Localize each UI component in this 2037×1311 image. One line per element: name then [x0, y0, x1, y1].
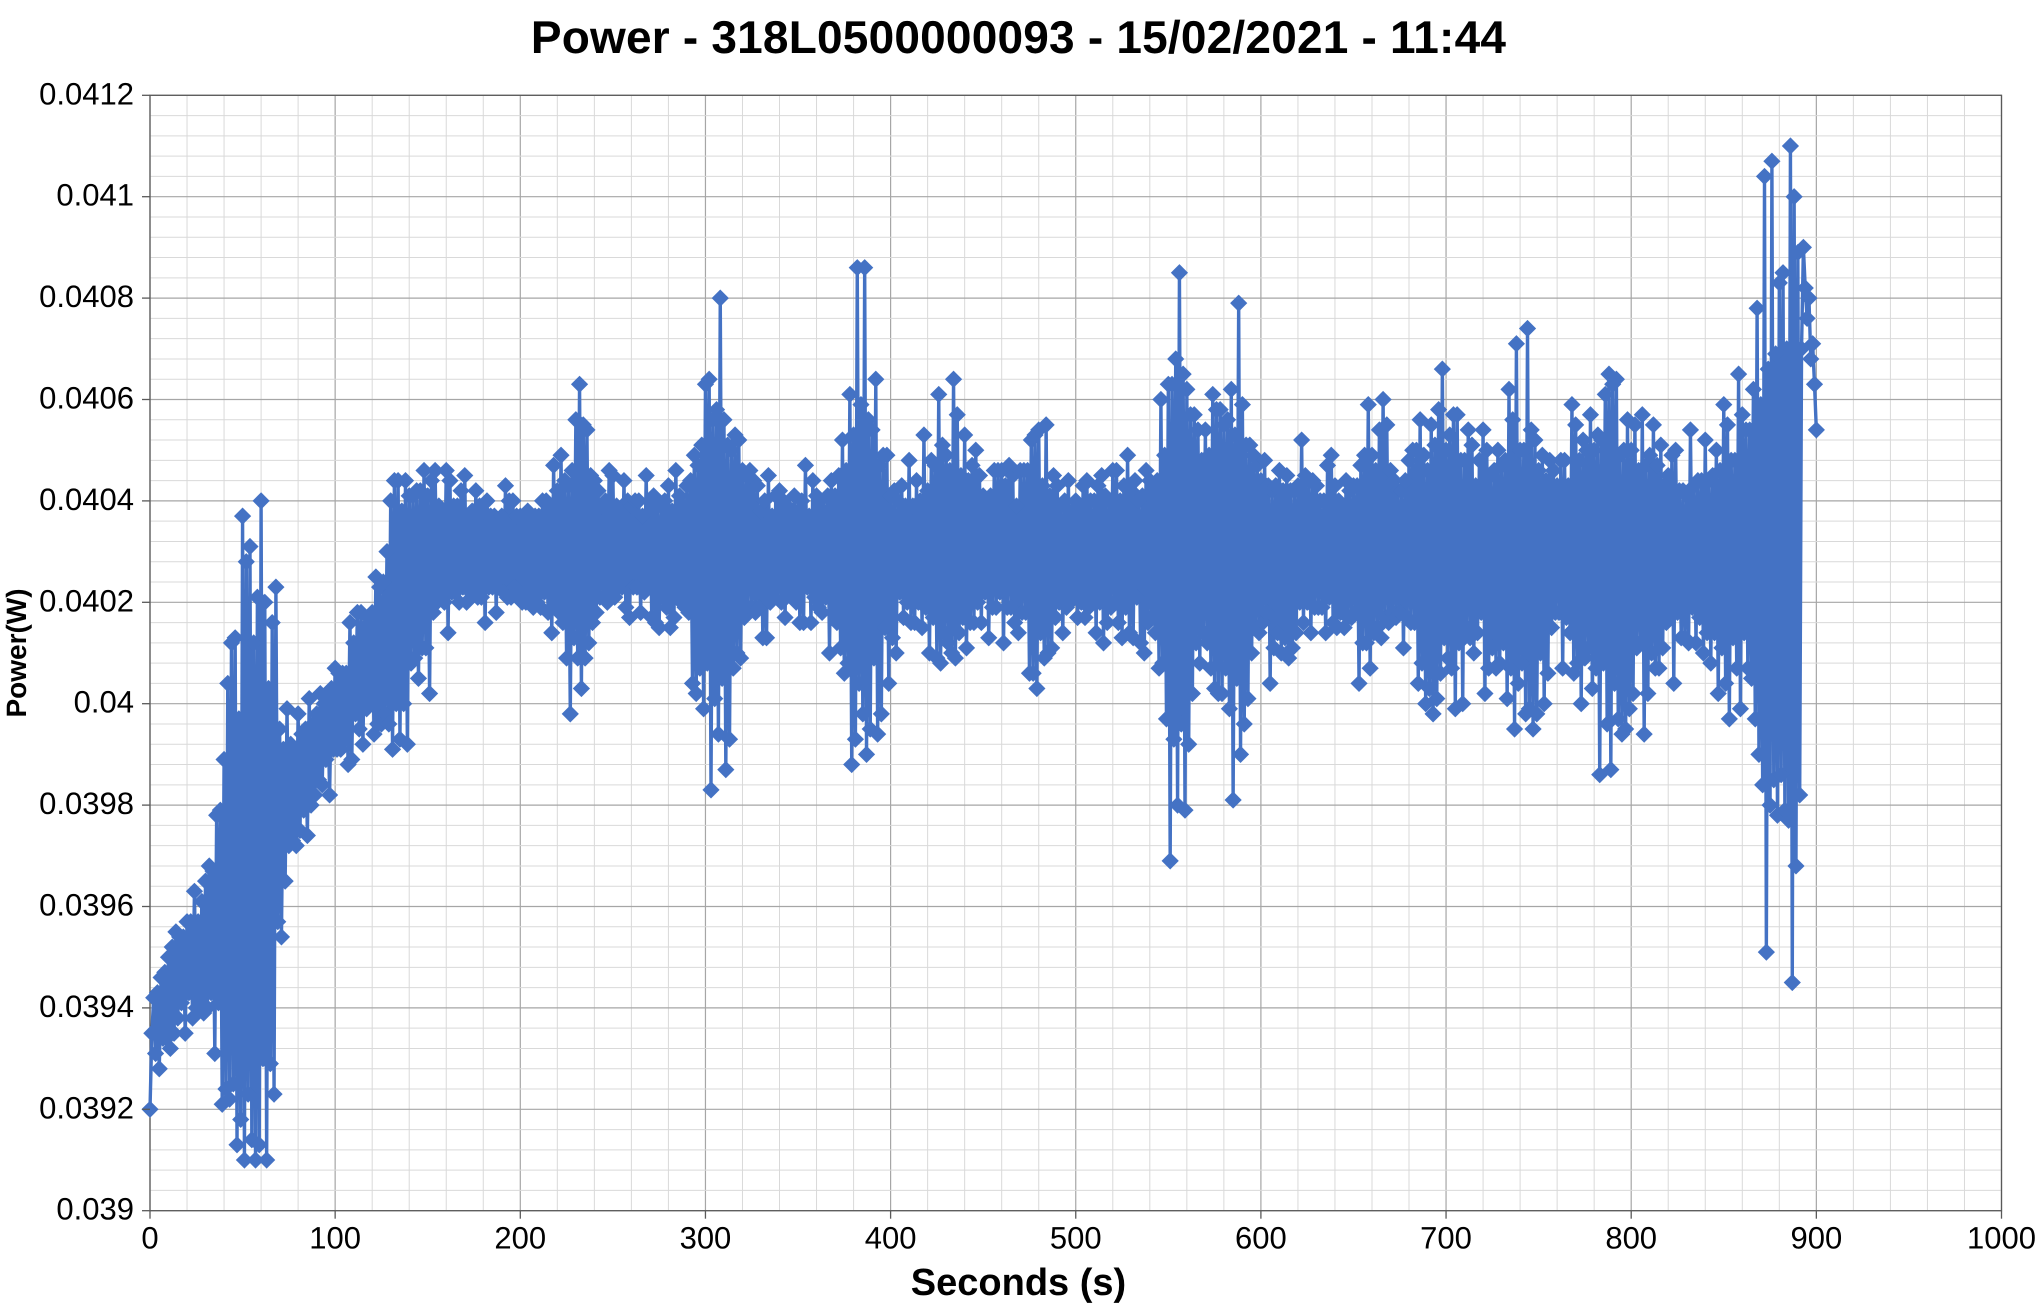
svg-text:700: 700: [1420, 1221, 1472, 1256]
svg-text:0.0396: 0.0396: [39, 888, 134, 923]
svg-text:1000: 1000: [1967, 1221, 2036, 1256]
svg-text:0.04: 0.04: [74, 685, 134, 720]
svg-text:0.0406: 0.0406: [39, 381, 134, 416]
svg-text:0.0402: 0.0402: [39, 583, 134, 618]
svg-text:0.0398: 0.0398: [39, 786, 134, 821]
svg-text:600: 600: [1235, 1221, 1287, 1256]
svg-text:0.0408: 0.0408: [39, 279, 134, 314]
svg-text:300: 300: [680, 1221, 732, 1256]
svg-text:0.039: 0.039: [56, 1192, 134, 1227]
svg-text:500: 500: [1050, 1221, 1102, 1256]
svg-text:0: 0: [141, 1221, 158, 1256]
svg-text:Power(W): Power(W): [1, 588, 32, 717]
svg-text:800: 800: [1605, 1221, 1657, 1256]
svg-text:900: 900: [1790, 1221, 1842, 1256]
svg-text:0.041: 0.041: [56, 178, 134, 213]
svg-text:100: 100: [309, 1221, 361, 1256]
svg-text:400: 400: [865, 1221, 917, 1256]
svg-text:0.0392: 0.0392: [39, 1090, 134, 1125]
svg-text:0.0412: 0.0412: [39, 76, 134, 111]
svg-text:0.0394: 0.0394: [39, 989, 134, 1024]
svg-text:200: 200: [494, 1221, 546, 1256]
svg-text:0.0404: 0.0404: [39, 482, 134, 517]
